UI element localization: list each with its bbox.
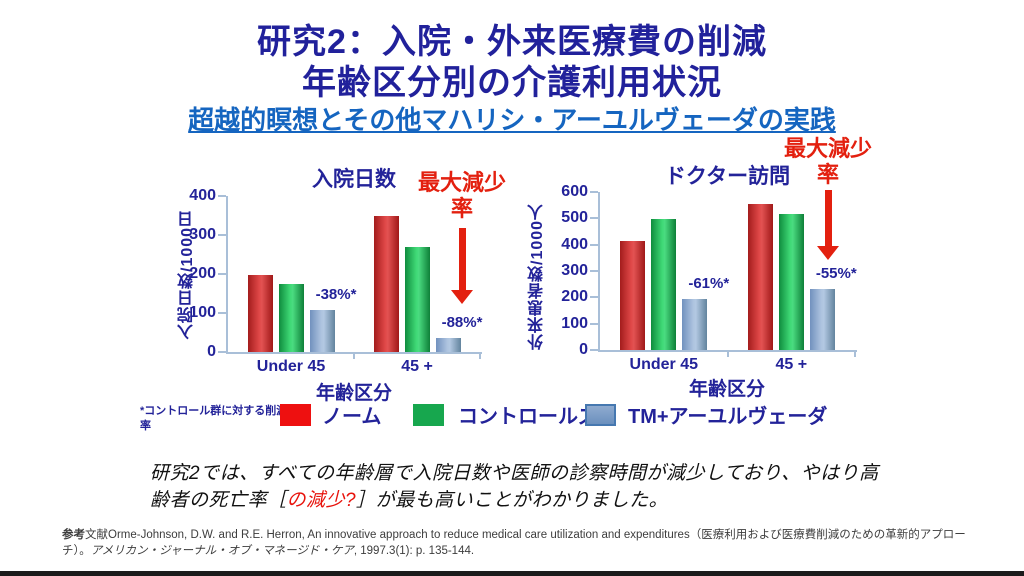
plot-area: 0 100 200 300 400 -38%* Under 45 -88%* 45 + (189, 187, 483, 375)
y-tick-label: 0 (579, 341, 588, 358)
x-axis-title: 年齢区分 (688, 379, 765, 400)
reference-citation: 参考文献Orme-Johnson, D.W. and R.E. Herron, … (62, 527, 968, 559)
down-arrow-icon (816, 190, 840, 260)
x-axis-tick (854, 352, 856, 357)
summary-text-after: が最も高いことがわかりました。 (375, 490, 669, 511)
y-tick-mark (218, 195, 226, 197)
y-tick-mark (590, 322, 598, 325)
y-tick-mark (218, 234, 226, 236)
x-category-label: 45 + (775, 356, 808, 373)
doctor-visits-chart: ドクター訪問 外来患者数/1000人 0 100 200 300 400 500 600 -6… (520, 130, 890, 415)
max-reduction-line2: 率 (816, 162, 839, 187)
y-tick-label: 400 (189, 187, 216, 204)
y-tick-mark (590, 270, 598, 272)
y-tick-label: 100 (189, 304, 216, 321)
legend-swatch-norm (280, 404, 311, 426)
y-tick-mark (218, 351, 226, 353)
summary-text-before: 研究2では、すべての年齢層で入院日数や医師の診察時間が減少しており、やはり高齢者… (150, 463, 879, 511)
legend-label-controls: コントロールズ (458, 406, 598, 428)
y-tick-mark (218, 312, 226, 314)
bar-green-group0 (651, 219, 677, 350)
legend-label-tm-ayurveda: TM+アーユルヴェーダ (628, 406, 828, 428)
y-tick-mark (590, 243, 598, 246)
x-axis-title: 年齢区分 (315, 383, 392, 404)
bar-red-group1 (747, 204, 773, 350)
slide-subtitle: 超越的瞑想とその他マハリシ・アーユルヴェーダの実践 (188, 105, 836, 135)
bar-green-group1 (404, 246, 430, 352)
y-axis-line (226, 196, 228, 352)
y-tick-mark (590, 191, 598, 193)
x-category-label: Under 45 (256, 358, 326, 375)
max-reduction-line1: 最大減少 (783, 136, 872, 161)
reference-journal: アメリカン・ジャーナル・オブ・マネージド・ケア (90, 545, 354, 557)
reduction-percent-label: -61%* (688, 274, 730, 292)
x-axis-tick (353, 354, 355, 359)
slide-title-line1: 研究2：入院・外来医療費の削減 (257, 23, 767, 61)
bar-green-group0 (278, 283, 304, 352)
y-tick-label: 300 (561, 262, 588, 279)
bar-green-group1 (778, 214, 804, 350)
y-tick-mark (590, 349, 598, 351)
reduction-percent-label: -88%* (441, 314, 483, 332)
summary-text-red: の減少? (286, 490, 357, 511)
y-tick-label: 400 (561, 235, 588, 253)
chart-title: 入院日数 (312, 168, 396, 191)
bar-red-group1 (373, 215, 399, 352)
x-axis-line (598, 350, 857, 352)
arrow-head (817, 246, 839, 260)
y-tick-mark (590, 217, 598, 220)
hospital-days-chart: 入院日数 入院日数/1000日 0 100 200 300 400 -38%* Under … (148, 130, 506, 415)
bar-red-group0 (247, 275, 273, 352)
bar-red-group0 (620, 241, 646, 350)
arrow-head (451, 290, 473, 304)
reference-label: 参考 (62, 529, 85, 541)
y-axis-line (598, 192, 600, 350)
reference-tail: , 1997.3(1): p. 135-144. (353, 545, 475, 557)
max-reduction-annotation: 最大減少 率 (758, 136, 898, 188)
reference-text: 文献Orme-Johnson, D.W. and R.E. Herron, An… (62, 529, 966, 557)
y-tick-mark (590, 296, 598, 299)
slide-title-line2: 年齢区分別の介護利用状況 (302, 64, 722, 102)
y-tick-label: 300 (189, 226, 216, 243)
x-axis-tick (479, 354, 481, 359)
y-tick-label: 600 (561, 183, 588, 200)
bracket-open: ［ (267, 490, 287, 511)
bar-blue-group0 (682, 298, 708, 350)
legend-swatch-controls (413, 404, 444, 426)
y-tick-label: 0 (207, 343, 216, 360)
y-tick-label: 200 (189, 265, 216, 282)
x-category-label: 45 + (401, 358, 433, 375)
max-reduction-line2: 率 (450, 196, 473, 221)
arrow-shaft (824, 190, 832, 246)
bar-blue-group0 (309, 309, 335, 352)
x-axis-tick (726, 352, 729, 357)
slide-bottom-bar (0, 571, 1024, 576)
plot-area: 0 100 200 300 400 500 600 -61%* Under 45 -55%* 45 … (561, 183, 857, 373)
max-reduction-line1: 最大減少 (417, 170, 506, 195)
chart-title: ドクター訪問 (664, 165, 791, 188)
x-axis-line (226, 352, 482, 354)
summary-text: 研究2では、すべての年齢層で入院日数や医師の診察時間が減少しており、やはり高齢者… (150, 460, 890, 514)
title-block: 研究2：入院・外来医療費の削減 年齢区分別の介護利用状況 超越的瞑想とその他マハ… (0, 22, 1024, 136)
arrow-shaft (458, 228, 466, 290)
bracket-close: ］ (356, 490, 376, 511)
bar-blue-group1 (809, 288, 835, 350)
bar-blue-group1 (435, 338, 461, 352)
reduction-percent-label: -38%* (315, 285, 357, 303)
legend-footnote: *コントロール群に対する削減率 (140, 405, 288, 432)
legend-swatch-tm-ayurveda (585, 404, 616, 426)
x-category-label: Under 45 (629, 356, 698, 373)
y-tick-label: 100 (561, 314, 588, 332)
reduction-percent-label: -55%* (815, 264, 857, 282)
y-tick-label: 200 (561, 288, 588, 306)
max-reduction-annotation: 最大減少 率 (392, 170, 532, 222)
down-arrow-icon (450, 228, 474, 304)
legend-label-norm: ノーム (322, 406, 382, 428)
y-tick-label: 500 (561, 209, 588, 227)
y-tick-mark (218, 273, 226, 275)
